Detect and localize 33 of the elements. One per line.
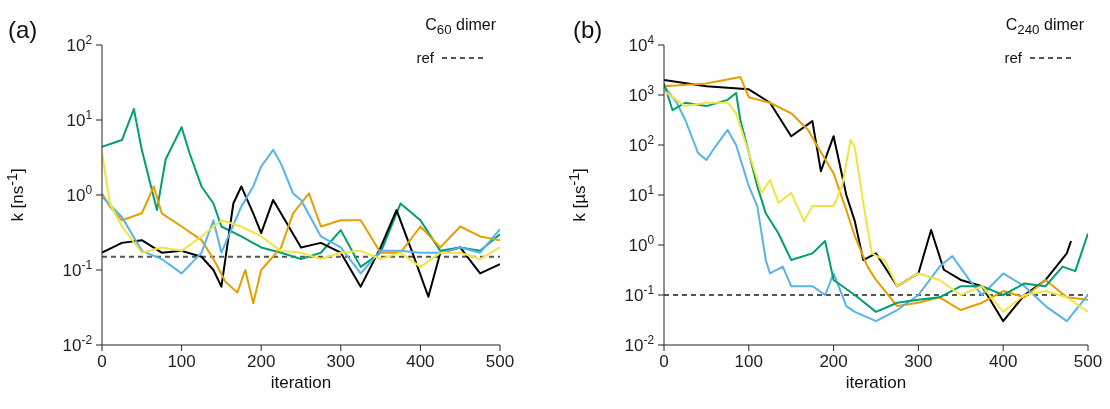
y-tick-label: 10$^{-1}$ xyxy=(624,283,655,305)
x-tick-label: 100 xyxy=(734,352,763,371)
x-tick-label: 0 xyxy=(659,352,669,371)
y-tick-label: 10$^{-2}$ xyxy=(624,333,655,355)
x-axis-title: iteration xyxy=(270,373,332,393)
x-tick-label: 500 xyxy=(485,352,515,371)
y-tick-label: 10$^{2}$ xyxy=(628,133,655,155)
y-tick-label: 10$^{0}$ xyxy=(628,233,655,255)
chart-subtitle: C$_{240}$ dimer xyxy=(1005,16,1084,38)
x-axis-title: iteration xyxy=(845,373,907,393)
chart-subtitle: C$_{60}$ dimer xyxy=(425,16,496,38)
x-tick-label: 0 xyxy=(97,352,107,371)
y-tick-label: 10$^{1}$ xyxy=(628,183,655,205)
x-tick-label: 300 xyxy=(326,352,355,371)
chart-title: (a) xyxy=(8,16,38,44)
x-tick-label: 300 xyxy=(904,352,933,371)
y-tick-label: 10$^{-1}$ xyxy=(62,258,93,280)
y-tick-label: 10$^{2}$ xyxy=(66,33,93,55)
x-tick-label: 200 xyxy=(247,352,276,371)
y-tick-label: 10$^{4}$ xyxy=(628,33,655,55)
legend-label: ref xyxy=(416,49,434,66)
x-tick-label: 400 xyxy=(989,352,1018,371)
chart-title: (b) xyxy=(573,16,603,44)
x-tick-label: 100 xyxy=(167,352,196,371)
x-tick-label: 200 xyxy=(819,352,848,371)
x-tick-label: 400 xyxy=(406,352,435,371)
legend-label: ref xyxy=(1004,49,1022,66)
y-tick-label: 10$^{3}$ xyxy=(628,83,655,105)
line-series xyxy=(102,108,500,268)
y-tick-label: 10$^{-2}$ xyxy=(62,333,93,355)
y-tick-label: 10$^{0}$ xyxy=(66,183,93,205)
x-tick-label: 500 xyxy=(1073,352,1103,371)
y-tick-label: 10$^{1}$ xyxy=(66,108,93,130)
